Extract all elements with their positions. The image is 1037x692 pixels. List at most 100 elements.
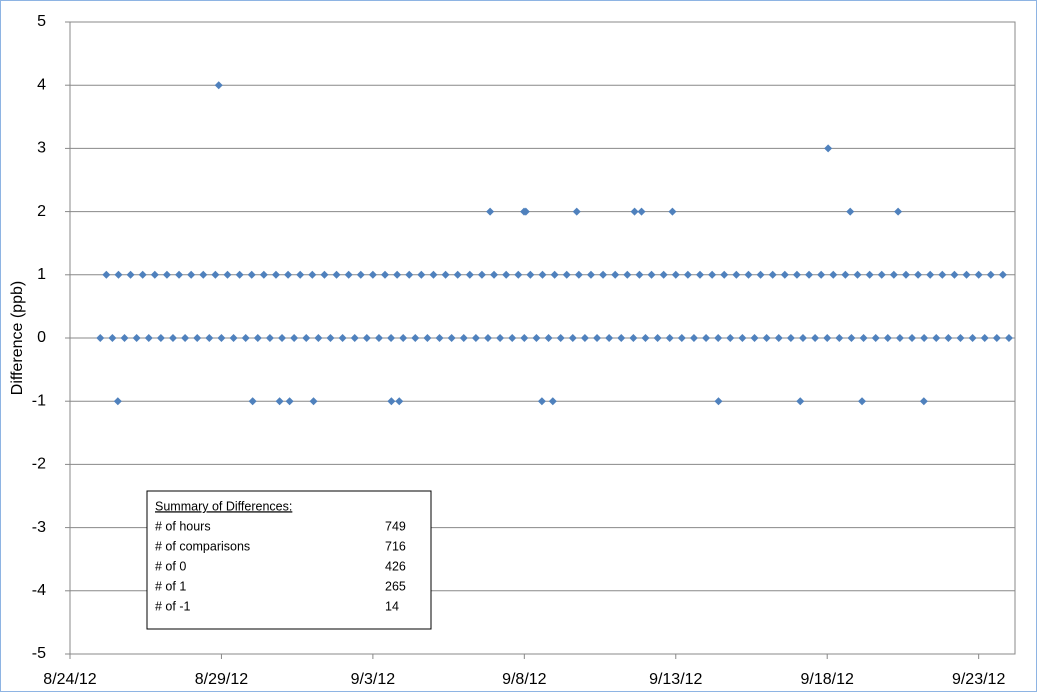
summary-box: Summary of Differences: # of hours 749 # of…: [146, 490, 432, 630]
point: [162, 270, 171, 279]
point: [611, 270, 620, 279]
point: [241, 334, 250, 342]
point: [387, 334, 396, 342]
point: [477, 270, 486, 279]
point: [919, 397, 928, 406]
point: [901, 270, 910, 279]
point: [998, 270, 1007, 279]
point: [956, 334, 965, 342]
point: [968, 334, 977, 342]
point: [486, 207, 495, 216]
point: [865, 270, 874, 279]
point: [417, 270, 426, 279]
point: [374, 334, 383, 342]
point: [974, 270, 983, 279]
point: [659, 270, 668, 279]
point: [708, 270, 717, 279]
x-tick-label: 9/13/12: [649, 671, 702, 688]
point: [441, 270, 450, 279]
point: [326, 334, 335, 342]
point: [265, 334, 274, 342]
point: [556, 334, 565, 342]
point: [381, 270, 389, 279]
point: [780, 270, 789, 279]
point: [637, 207, 646, 216]
point: [368, 270, 377, 279]
point: [720, 270, 729, 279]
point: [677, 334, 686, 342]
point: [841, 270, 850, 279]
point: [96, 334, 105, 342]
point: [453, 270, 462, 279]
point: [114, 270, 123, 279]
point: [883, 334, 892, 342]
point: [950, 270, 959, 279]
point: [471, 334, 480, 342]
point: [805, 270, 814, 279]
point: [253, 334, 262, 342]
point: [496, 334, 505, 342]
point: [714, 334, 723, 342]
summary-label: # of -1: [155, 599, 190, 613]
point: [859, 334, 868, 342]
point: [630, 207, 639, 216]
point: [895, 334, 904, 342]
point: [762, 334, 771, 342]
point: [683, 270, 692, 279]
point: [914, 270, 923, 279]
x-tick-label: 9/23/12: [952, 671, 1005, 688]
y-tick-label: 2: [37, 203, 46, 220]
point: [399, 334, 408, 342]
point: [623, 270, 632, 279]
point: [465, 270, 474, 279]
point: [102, 270, 111, 279]
point: [259, 270, 268, 279]
point: [568, 334, 577, 342]
summary-label: # of hours: [155, 519, 211, 533]
y-tick-label: -5: [32, 645, 46, 662]
point: [696, 270, 704, 279]
point: [308, 270, 317, 279]
point: [544, 334, 553, 342]
point: [823, 334, 832, 342]
point: [193, 334, 202, 342]
point: [532, 334, 541, 342]
point: [138, 270, 147, 279]
point: [732, 270, 741, 279]
point: [150, 270, 159, 279]
x-tick-label: 9/3/12: [351, 671, 396, 688]
y-tick-label: 0: [37, 329, 46, 346]
point: [962, 270, 971, 279]
point: [168, 334, 177, 342]
point: [211, 270, 220, 279]
point: [187, 270, 196, 279]
point: [350, 334, 359, 342]
point: [689, 334, 698, 342]
point: [744, 270, 753, 279]
point: [229, 334, 238, 342]
summary-label: # of 0: [155, 559, 186, 573]
y-tick-label: 1: [37, 266, 46, 283]
y-tick-label: -4: [32, 582, 46, 599]
summary-label: # of 1: [155, 579, 186, 593]
point: [811, 334, 820, 342]
point: [429, 270, 438, 279]
point: [344, 270, 353, 279]
point: [944, 334, 953, 342]
y-tick-label: 4: [37, 76, 46, 93]
summary-value: 265: [385, 579, 406, 593]
x-tick-label: 9/18/12: [801, 671, 854, 688]
point: [847, 334, 856, 342]
point: [423, 334, 432, 342]
point: [338, 334, 347, 342]
point: [314, 334, 323, 342]
point: [411, 334, 420, 342]
point: [635, 270, 644, 279]
point: [248, 397, 257, 406]
point: [829, 270, 838, 279]
point: [387, 397, 396, 406]
point: [756, 270, 765, 279]
point: [889, 270, 898, 279]
point: [986, 270, 995, 279]
point: [938, 270, 947, 279]
